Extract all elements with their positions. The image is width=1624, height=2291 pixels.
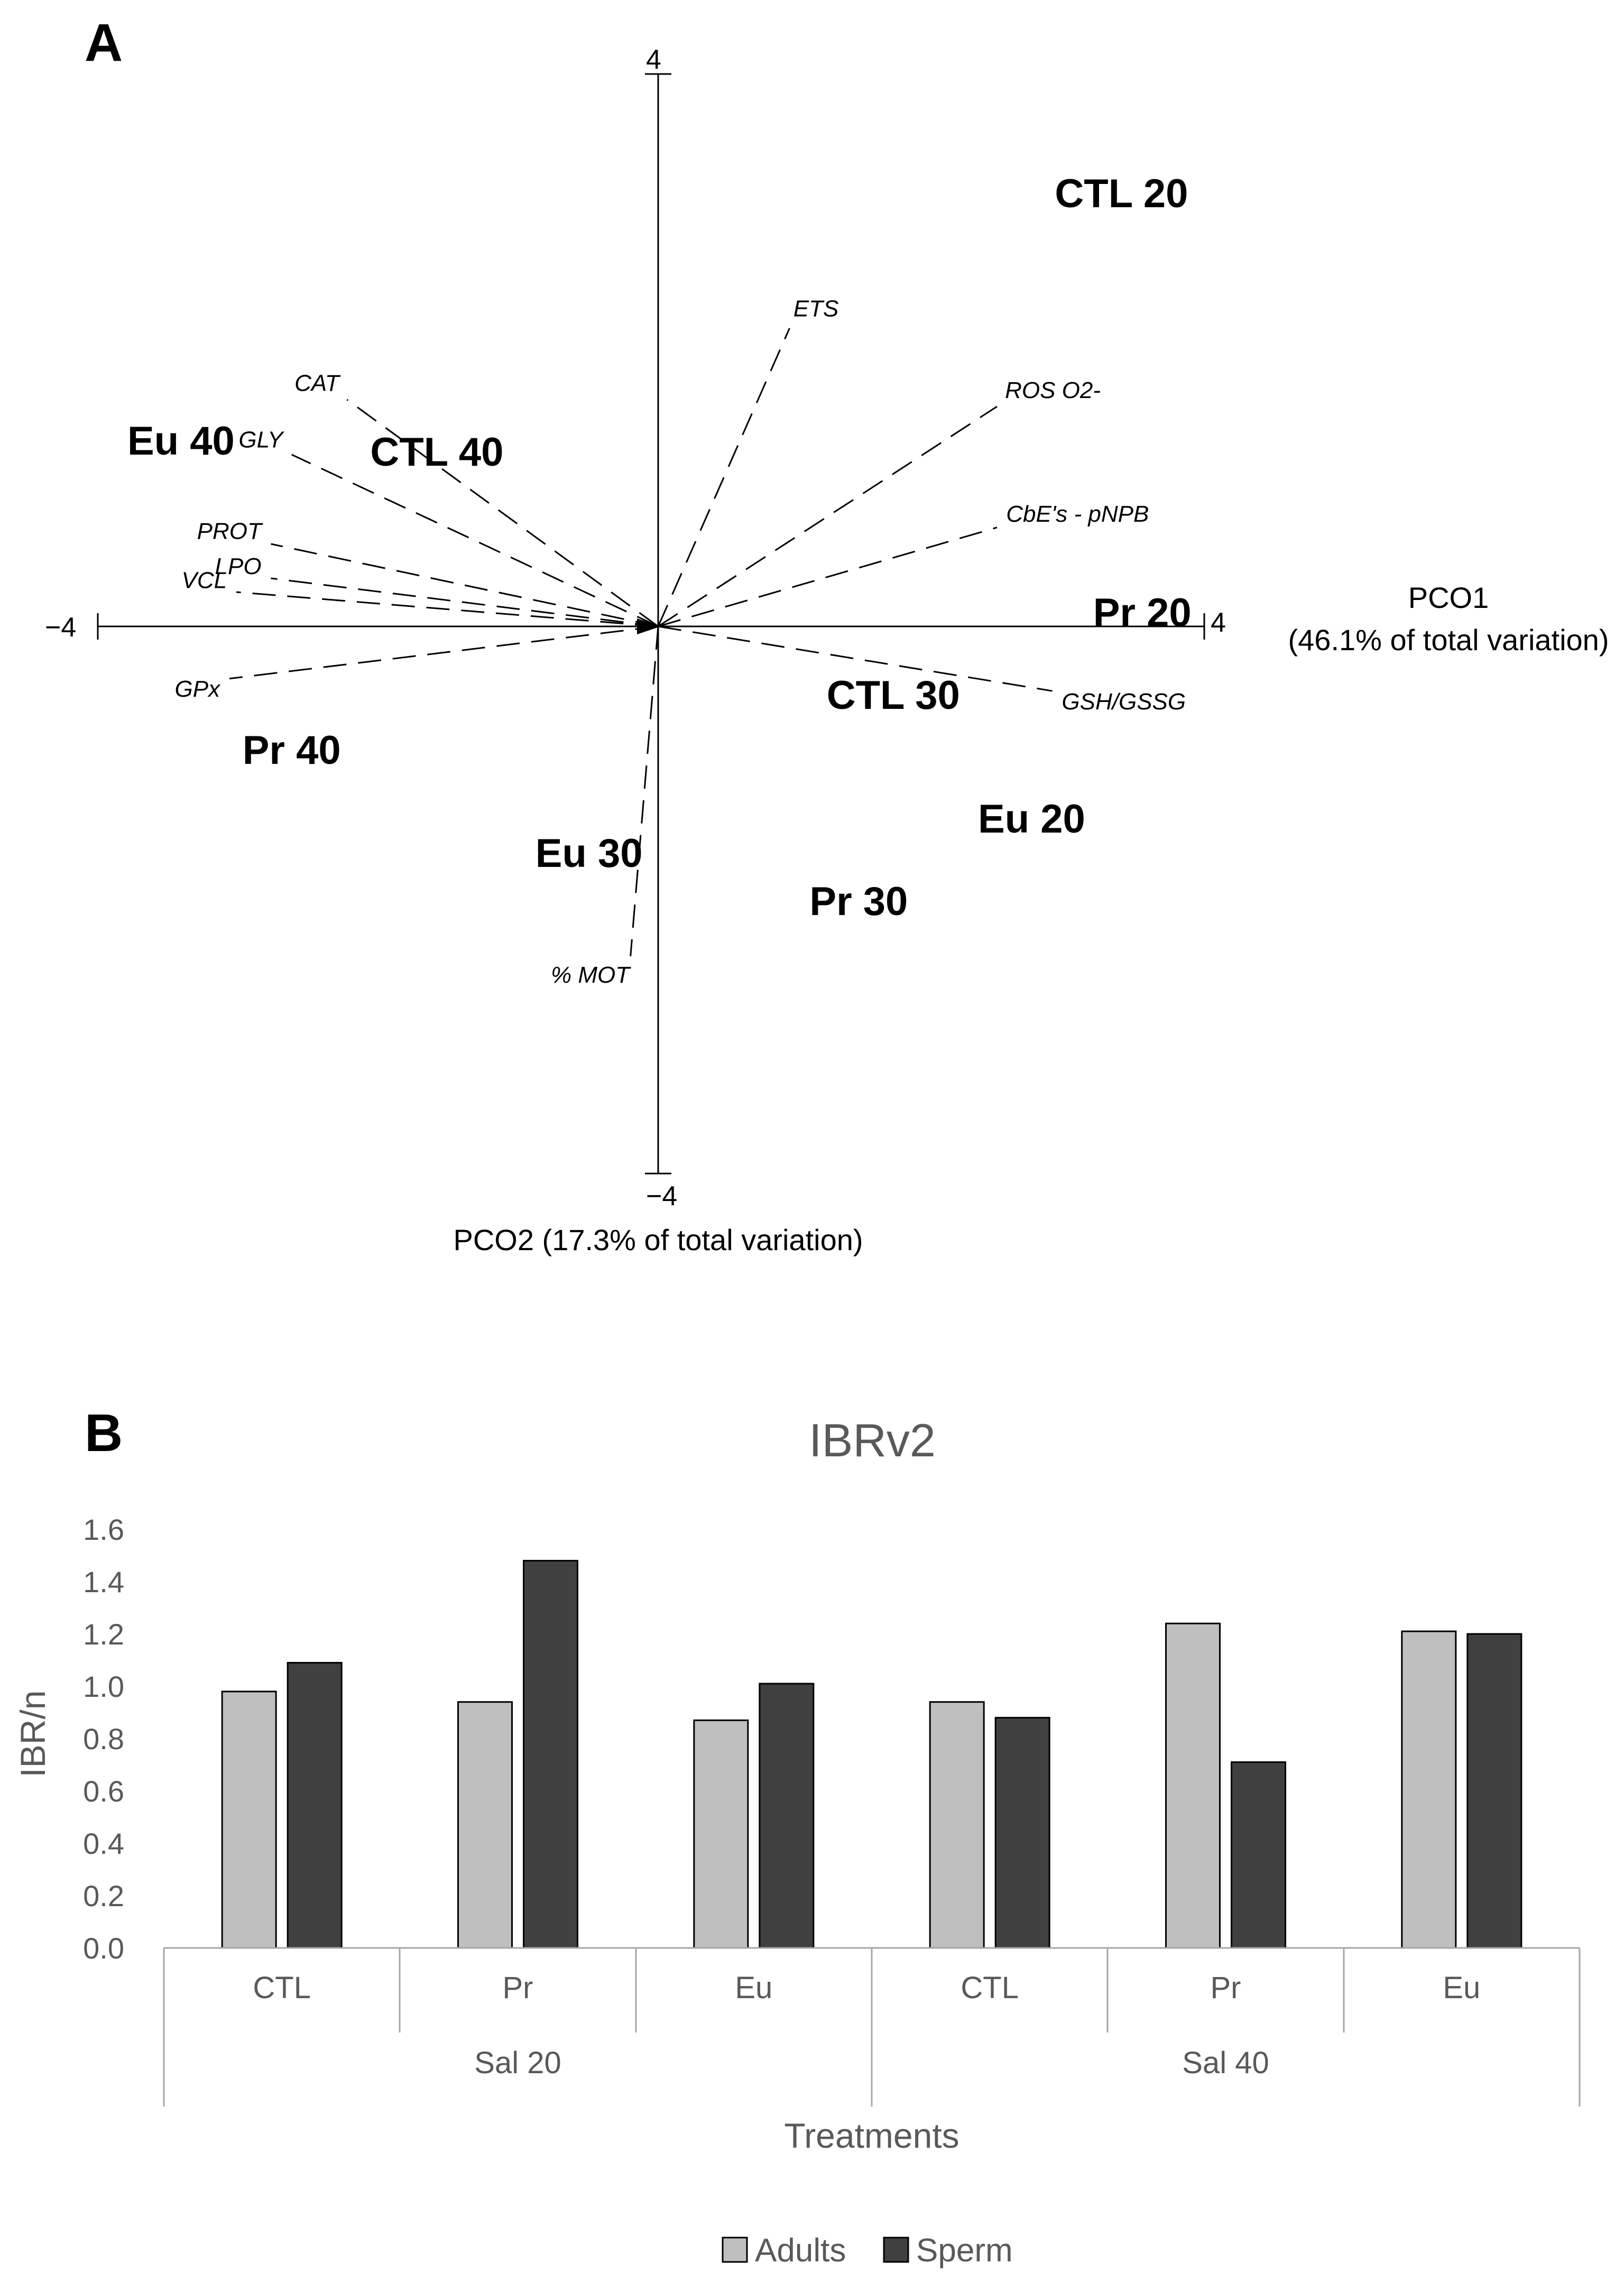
vector-line-cbe-s-pnpb bbox=[658, 526, 998, 627]
y-tick-label: 0.0 bbox=[83, 1932, 124, 1965]
ibr-bar-chart: B IBRv2 0.0 0.2 0.4 0.6 0.8 1.0 1.2 1.4 1.6 IBR/… bbox=[13, 1403, 1581, 2269]
legend-swatch-adults bbox=[722, 2237, 748, 2263]
bar-adults-2 bbox=[457, 1701, 513, 1949]
vector-line-ets bbox=[657, 328, 790, 627]
legend-label-sperm: Sperm bbox=[916, 2232, 1013, 2269]
vector-line-prot bbox=[271, 543, 659, 627]
vector-label-gpx: GPx bbox=[175, 676, 222, 702]
y-axis-title: PCO2 (17.3% of total variation) bbox=[453, 1223, 863, 1257]
group-labels: Sal 20 Sal 40 bbox=[474, 2046, 1269, 2080]
x-axis-title-line1: PCO1 bbox=[1408, 581, 1489, 614]
category-label: Eu bbox=[1443, 1971, 1480, 2005]
category-label: CTL bbox=[961, 1971, 1019, 2005]
bar-adults-6 bbox=[1401, 1630, 1457, 1949]
sample-label-ctl-40: CTL 40 bbox=[370, 430, 503, 475]
sample-label-eu-40: Eu 40 bbox=[127, 419, 235, 464]
bars bbox=[221, 1559, 1522, 1949]
bar-adults-5 bbox=[1165, 1622, 1221, 1949]
group-label: Sal 20 bbox=[474, 2046, 561, 2080]
bar-sperm-6 bbox=[1466, 1633, 1522, 1949]
y-tick-label: 1.0 bbox=[83, 1670, 124, 1703]
sample-label-ctl-30: CTL 30 bbox=[827, 673, 960, 718]
x-axis-min-label: −4 bbox=[45, 612, 76, 643]
vector-label-prot: PROT bbox=[197, 518, 263, 544]
sample-labels: CTL 20 Eu 40 CTL 40 Pr 20 CTL 30 Pr 40 Eu 20 Eu… bbox=[127, 171, 1192, 924]
bar-sperm-4 bbox=[994, 1716, 1050, 1949]
sample-label-ctl-20: CTL 20 bbox=[1055, 171, 1188, 216]
vector-line-cat bbox=[346, 399, 659, 627]
category-label: Pr bbox=[503, 1971, 533, 2005]
y-tick-label: 1.4 bbox=[83, 1565, 124, 1599]
legend-label-adults: Adults bbox=[755, 2232, 846, 2269]
vector-line-gpx bbox=[229, 625, 659, 680]
bar-sperm-5 bbox=[1231, 1761, 1286, 1949]
bar-adults-4 bbox=[929, 1701, 985, 1949]
bar-sperm-1 bbox=[287, 1661, 343, 1949]
vector-labels: ETS ROS O2- CbE's - pNPB GSH/GSSG % MOT GPx VC… bbox=[175, 295, 1186, 988]
bar-sperm-3 bbox=[759, 1683, 815, 1949]
y-axis-title: IBR/n bbox=[13, 1690, 52, 1777]
y-tick-label: 0.8 bbox=[83, 1722, 124, 1756]
vector-lines bbox=[229, 328, 1053, 957]
vector-label-gsh-gssg: GSH/GSSG bbox=[1062, 689, 1186, 715]
vector-label-mot: % MOT bbox=[551, 962, 631, 988]
sample-label-pr-20: Pr 20 bbox=[1093, 590, 1192, 635]
y-tick-label: 0.2 bbox=[83, 1879, 124, 1913]
bar-sperm-2 bbox=[523, 1559, 578, 1949]
y-tick-label: 0.4 bbox=[83, 1827, 124, 1860]
x-axis-title: Treatments bbox=[784, 2116, 959, 2155]
vector-label-gly: GLY bbox=[238, 427, 284, 452]
category-label: Eu bbox=[735, 1971, 772, 2005]
chart-title: IBRv2 bbox=[809, 1414, 936, 1466]
sample-label-eu-30: Eu 30 bbox=[536, 831, 643, 876]
group-label: Sal 40 bbox=[1182, 2046, 1269, 2080]
category-label: CTL bbox=[253, 1971, 311, 2005]
bar-adults-1 bbox=[221, 1690, 277, 1949]
x-axis-title-line2: (46.1% of total variation) bbox=[1288, 623, 1609, 657]
vector-label-ros-o2: ROS O2- bbox=[1005, 377, 1101, 403]
sample-label-pr-40: Pr 40 bbox=[243, 728, 341, 773]
vector-label-lpo: LPO bbox=[215, 553, 262, 579]
y-tick-label: 0.6 bbox=[83, 1775, 124, 1808]
category-labels: CTL Pr Eu CTL Pr Eu bbox=[253, 1971, 1480, 2005]
vector-line-gsh-gssg bbox=[658, 625, 1053, 692]
bar-adults-3 bbox=[693, 1719, 749, 1949]
vector-label-cat: CAT bbox=[294, 370, 341, 396]
y-tick-label: 1.2 bbox=[83, 1618, 124, 1651]
category-separators bbox=[163, 1948, 1581, 2107]
category-label: Pr bbox=[1211, 1971, 1241, 2005]
legend: Adults Sperm bbox=[722, 2232, 1013, 2269]
y-axis-max-label: 4 bbox=[646, 44, 661, 75]
sample-label-eu-20: Eu 20 bbox=[978, 797, 1085, 842]
vector-line-mot bbox=[630, 626, 659, 957]
sample-label-pr-30: Pr 30 bbox=[809, 879, 908, 924]
pco-biplot: A −4 4 4 −4 PCO1 (46.1% of total variati… bbox=[45, 13, 1609, 1257]
y-tick-label: 1.6 bbox=[83, 1513, 124, 1546]
y-ticks: 0.0 0.2 0.4 0.6 0.8 1.0 1.2 1.4 1.6 bbox=[83, 1513, 124, 1965]
x-axis-max-label: 4 bbox=[1211, 607, 1226, 638]
panel-b-letter: B bbox=[85, 1403, 123, 1463]
panel-a-letter: A bbox=[85, 13, 123, 72]
origin-arrowhead bbox=[637, 618, 661, 634]
vector-line-lpo bbox=[271, 577, 659, 627]
y-axis-min-label: −4 bbox=[646, 1181, 677, 1212]
vector-label-ets: ETS bbox=[793, 295, 839, 321]
vector-line-gly bbox=[291, 454, 659, 627]
legend-swatch-sperm bbox=[883, 2237, 909, 2263]
vector-line-ros-o2 bbox=[658, 405, 998, 627]
vector-label-cbe-s-pnpb: CbE's - pNPB bbox=[1006, 501, 1149, 527]
vector-line-vcl bbox=[236, 591, 659, 627]
vector-label-vcl: VCL bbox=[182, 568, 227, 594]
